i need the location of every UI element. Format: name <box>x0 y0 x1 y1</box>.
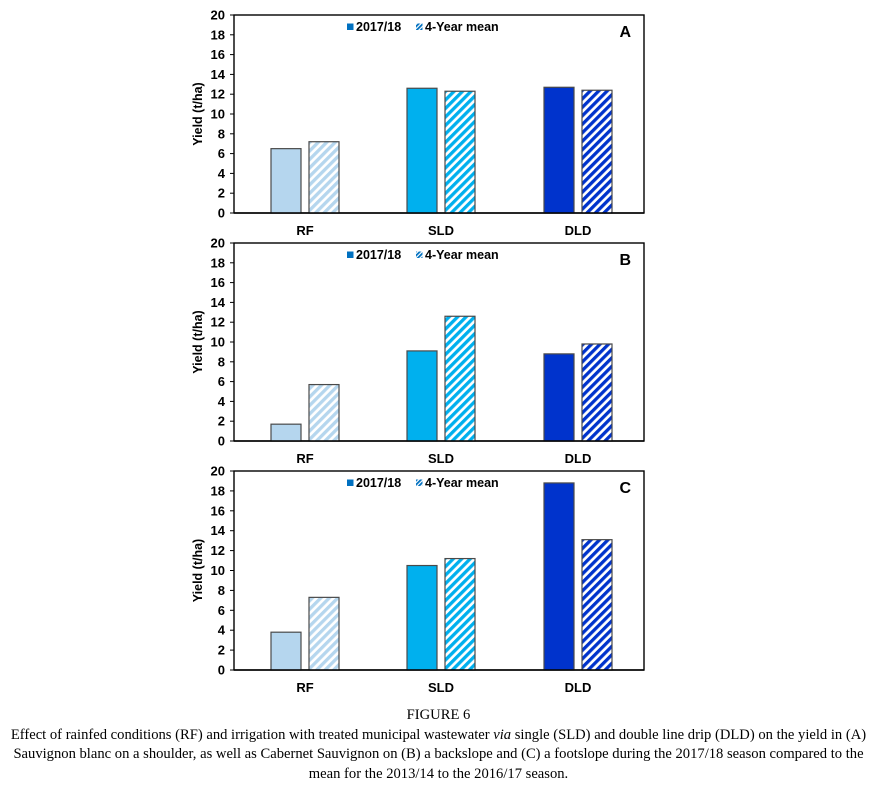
bar-rf-4-year-mean <box>308 141 340 214</box>
y-tick-label: 16 <box>211 47 225 62</box>
y-tick-label: 0 <box>218 663 225 678</box>
y-tick-label: 10 <box>211 107 225 122</box>
bar-sld-2017-18 <box>406 87 438 214</box>
bar-dld-2017-18 <box>543 86 575 214</box>
bar-dld-2017-18 <box>543 353 575 442</box>
y-tick-label: 4 <box>218 394 226 409</box>
y-tick-label: 14 <box>211 523 226 538</box>
bar-sld-4-year-mean <box>444 557 476 671</box>
panel-label: A <box>619 24 631 41</box>
legend-label-4-year-mean: 4-Year mean <box>425 476 499 490</box>
x-category-label: SLD <box>428 451 454 466</box>
y-tick-label: 6 <box>218 603 225 618</box>
bar-dld-4-year-mean <box>581 343 613 442</box>
legend-swatch-solid <box>347 479 354 486</box>
x-category-label: SLD <box>428 680 454 695</box>
x-category-label: DLD <box>565 680 592 695</box>
x-category-label: RF <box>296 223 313 238</box>
x-category-label: DLD <box>565 223 592 238</box>
bar-sld-4-year-mean <box>444 90 476 214</box>
y-tick-label: 20 <box>211 236 225 251</box>
chart-panel-b: 0 2 4 6 8 10 12 14 16 18 20 Yield (t/ha) RF SLD DLD 201… <box>191 236 645 466</box>
x-category-label: DLD <box>565 451 592 466</box>
bar-rf-4-year-mean <box>308 383 340 442</box>
y-tick-label: 6 <box>218 374 225 389</box>
y-tick-label: 18 <box>211 27 225 42</box>
legend-swatch-hatched <box>416 479 423 486</box>
bar-rf-4-year-mean <box>308 596 340 671</box>
y-tick-label: 12 <box>211 315 225 330</box>
legend-label-4-year-mean: 4-Year mean <box>425 248 499 262</box>
bar-dld-4-year-mean <box>581 539 613 671</box>
y-axis-label: Yield (t/ha) <box>191 82 205 145</box>
y-tick-label: 16 <box>211 503 225 518</box>
y-tick-label: 8 <box>218 126 225 141</box>
legend-swatch-hatched <box>416 251 423 258</box>
y-tick-label: 16 <box>211 275 225 290</box>
bar-dld-4-year-mean <box>581 89 613 214</box>
legend-swatch-hatched <box>416 23 423 30</box>
legend-swatch-solid <box>347 251 354 258</box>
legend-label-2017-18: 2017/18 <box>356 20 401 34</box>
x-category-label: RF <box>296 451 313 466</box>
y-tick-label: 4 <box>218 623 226 638</box>
bar-dld-2017-18 <box>543 482 575 671</box>
y-tick-label: 14 <box>211 295 226 310</box>
caption-text-1: Effect of rainfed conditions (RF) and ir… <box>10 726 494 743</box>
y-tick-label: 10 <box>211 563 225 578</box>
caption-italic-via: via <box>493 726 512 743</box>
x-category-label: RF <box>296 680 313 695</box>
y-tick-label: 2 <box>218 414 225 429</box>
legend-swatch-solid <box>347 23 354 30</box>
y-axis-label: Yield (t/ha) <box>191 310 205 373</box>
panel-label: B <box>619 252 631 269</box>
bar-rf-2017-18 <box>270 148 302 214</box>
y-tick-label: 18 <box>211 255 225 270</box>
bar-sld-2017-18 <box>406 350 438 442</box>
bar-rf-2017-18 <box>270 631 302 671</box>
figure-label: FIGURE 6 <box>406 707 471 723</box>
x-category-label: SLD <box>428 223 454 238</box>
y-tick-label: 6 <box>218 146 225 161</box>
chart-panel-c: 0 2 4 6 8 10 12 14 16 18 20 Yield (t/ha) RF SLD DLD 201… <box>191 464 645 695</box>
legend: 2017/18 4-Year mean <box>347 476 499 490</box>
figure-caption: FIGURE 6 Effect of rainfed conditions (R… <box>0 706 877 784</box>
y-tick-label: 10 <box>211 335 225 350</box>
legend: 2017/18 4-Year mean <box>347 20 499 34</box>
y-tick-label: 20 <box>211 464 225 479</box>
legend-label-4-year-mean: 4-Year mean <box>425 20 499 34</box>
bar-sld-4-year-mean <box>444 315 476 442</box>
y-tick-label: 14 <box>211 67 226 82</box>
y-tick-label: 0 <box>218 206 225 221</box>
y-tick-label: 20 <box>211 8 225 23</box>
y-tick-label: 8 <box>218 354 225 369</box>
y-tick-label: 18 <box>211 483 225 498</box>
legend: 2017/18 4-Year mean <box>347 248 499 262</box>
y-tick-label: 0 <box>218 434 225 449</box>
chart-panel-a: 0 2 4 6 8 10 12 14 16 18 20 Yield (t/ha) RF SLD DLD 201… <box>191 8 645 238</box>
y-tick-label: 12 <box>211 543 225 558</box>
bar-sld-2017-18 <box>406 564 438 671</box>
y-tick-label: 8 <box>218 583 225 598</box>
y-tick-label: 12 <box>211 87 225 102</box>
legend-label-2017-18: 2017/18 <box>356 476 401 490</box>
y-tick-label: 2 <box>218 186 225 201</box>
bar-rf-2017-18 <box>270 423 302 442</box>
legend-label-2017-18: 2017/18 <box>356 248 401 262</box>
y-axis-label: Yield (t/ha) <box>191 539 205 602</box>
y-tick-label: 4 <box>218 166 226 181</box>
caption-text-2: single (SLD) and double line drip (DLD) … <box>13 726 867 782</box>
panel-label: C <box>619 480 631 497</box>
y-tick-label: 2 <box>218 643 225 658</box>
